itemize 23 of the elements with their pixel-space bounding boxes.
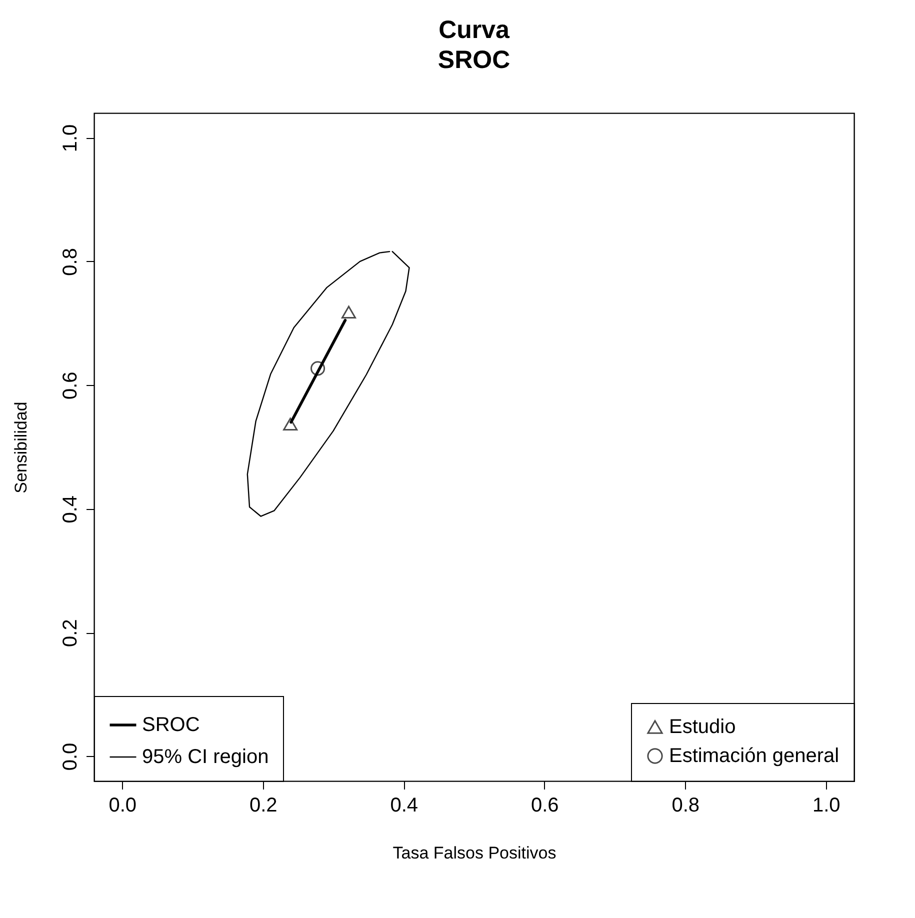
x-tick-label: 0.0: [108, 794, 137, 816]
chart-title: Curva SROC: [438, 16, 511, 74]
point: [310, 361, 326, 376]
legend-label: SROC: [142, 714, 200, 736]
y-tick-label: 1.0: [60, 124, 82, 152]
y-tick-label: 0.4: [60, 495, 82, 524]
y-axis-title: Sensibilidad: [12, 402, 30, 494]
y-tick-label: 0.8: [60, 248, 82, 276]
y-tick-label: 0.2: [60, 619, 82, 647]
x-tick-label: 0.2: [249, 794, 278, 816]
x-tick-label: 0.4: [390, 794, 418, 816]
point: [341, 306, 356, 319]
legend-label: 95% CI region: [142, 746, 269, 768]
x-tick-label: 0.8: [672, 794, 700, 816]
y-tick-label: 0.6: [60, 372, 82, 400]
legend-label: Estudio: [669, 716, 736, 738]
x-tick-label: 1.0: [812, 794, 840, 816]
line-series: [246, 250, 410, 517]
x-axis-title: Tasa Falsos Positivos: [392, 844, 556, 862]
x-tick-label: 0.6: [530, 794, 559, 816]
y-tick-label: 0.0: [60, 742, 82, 771]
point: [283, 418, 298, 431]
legend-label: Estimación general: [669, 745, 840, 767]
